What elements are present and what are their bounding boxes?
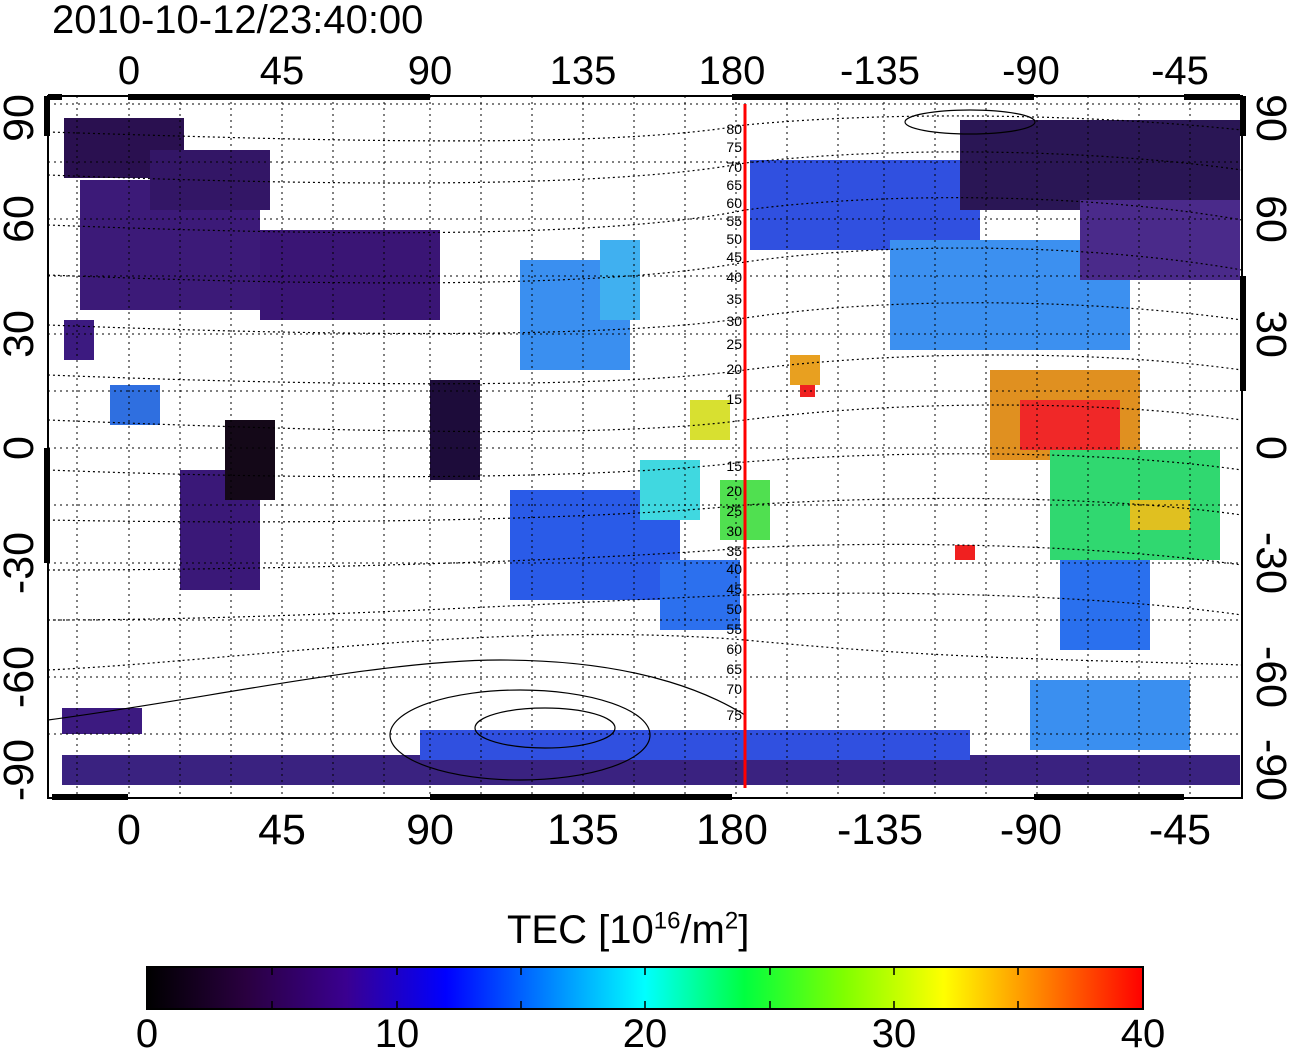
contour-label: 50 [726, 601, 742, 617]
contour-label: 20 [726, 361, 742, 377]
contour-label: 65 [726, 177, 742, 193]
colorbar-tick-label: 0 [135, 1012, 159, 1056]
tec-patch [1080, 200, 1240, 280]
x-tick-bottom: -90 [1000, 806, 1062, 854]
y-tick-left: 0 [0, 436, 43, 460]
frame-tick-bars [44, 94, 1246, 800]
contour-labels: 80 75 70 65 60 55 50 45 40 35 30 25 20 15 15 20 25 30 35 40… [726, 121, 742, 723]
y-tick-left: -30 [0, 532, 43, 594]
contour-label: 75 [726, 707, 742, 723]
timestamp-title: 2010-10-12/23:40:00 [52, 0, 424, 42]
colorbar-tick-label: 10 [374, 1012, 420, 1056]
contour-label: 55 [726, 213, 742, 229]
tec-patch [150, 150, 270, 210]
contour-label: 15 [726, 391, 742, 407]
magnetic-latitude-contours [47, 115, 1243, 671]
tec-patch [660, 560, 740, 630]
contour-label: 30 [726, 523, 742, 539]
x-tick-bottom: 90 [406, 806, 454, 854]
tec-patch [690, 400, 730, 440]
contour-label: 30 [726, 313, 742, 329]
x-tick-top: -90 [1002, 49, 1060, 93]
y-tick-right: 30 [1247, 310, 1292, 358]
colorbar-tick-label: 30 [871, 1012, 917, 1056]
tec-patch [790, 355, 820, 385]
tec-patch [1020, 400, 1120, 450]
x-tick-top: 90 [408, 49, 453, 93]
contour-label: 60 [726, 641, 742, 657]
tec-patch [430, 380, 480, 480]
tec-patch [420, 730, 970, 760]
tec-patch [800, 385, 815, 397]
tec-patch [640, 460, 700, 520]
y-tick-left: 60 [0, 195, 43, 243]
contour-label: 25 [726, 336, 742, 352]
x-tick-top: -135 [840, 49, 920, 93]
x-tick-bottom: -135 [837, 806, 923, 854]
tec-patch [110, 385, 160, 425]
y-tick-left: 90 [0, 94, 43, 142]
x-tick-bottom: 180 [696, 806, 768, 854]
contour-label: 70 [726, 681, 742, 697]
x-tick-top: 180 [699, 49, 766, 93]
tec-patch [750, 160, 980, 250]
x-tick-bottom: 45 [258, 806, 306, 854]
contour-label: 80 [726, 121, 742, 137]
y-tick-right: -60 [1247, 646, 1292, 708]
tec-data-layer [62, 118, 1240, 785]
tec-patch [225, 420, 275, 500]
tec-patch [955, 545, 975, 560]
y-tick-left: 30 [0, 310, 43, 358]
contour-label: 45 [726, 581, 742, 597]
contour-label: 65 [726, 661, 742, 677]
grid-lines [48, 96, 1242, 798]
tec-patch [1060, 560, 1150, 650]
contour-label: 40 [726, 561, 742, 577]
colorbar-tick-label: 40 [1120, 1012, 1166, 1056]
colorbar-ticks [271, 967, 1019, 1009]
contour-label: 45 [726, 249, 742, 265]
y-tick-right: -30 [1247, 532, 1292, 594]
y-tick-right: 90 [1247, 94, 1292, 142]
x-tick-top: 45 [260, 49, 305, 93]
tec-patch [960, 120, 1240, 210]
x-tick-top: -45 [1151, 49, 1209, 93]
contour-label: 35 [726, 543, 742, 559]
contour-label: 20 [726, 483, 742, 499]
y-tick-left: -60 [0, 646, 43, 708]
contour-label: 40 [726, 269, 742, 285]
x-tick-top: 135 [550, 49, 617, 93]
contour-label: 25 [726, 503, 742, 519]
contour-label: 50 [726, 231, 742, 247]
colorbar-tick-label: 20 [622, 1012, 668, 1056]
y-tick-left: -90 [0, 739, 43, 801]
tec-patch [260, 230, 440, 320]
x-tick-bottom: 135 [547, 806, 619, 854]
contour-label: 60 [726, 195, 742, 211]
contour-label: 35 [726, 291, 742, 307]
colorbar-title: TEC [1016/m2] [507, 907, 750, 952]
y-tick-right: -90 [1247, 739, 1292, 801]
contour-label: 70 [726, 159, 742, 175]
x-tick-bottom: 0 [117, 806, 141, 854]
contour-label: 55 [726, 621, 742, 637]
tec-patch [600, 240, 640, 320]
x-tick-top: 0 [118, 49, 140, 93]
tec-patch [1030, 680, 1190, 750]
y-tick-right: 0 [1247, 436, 1292, 460]
y-tick-right: 60 [1247, 195, 1292, 243]
contour-label: 75 [726, 139, 742, 155]
contour-label: 15 [726, 458, 742, 474]
x-tick-bottom: -45 [1149, 806, 1211, 854]
magnetic-pole-contours [47, 109, 1036, 781]
